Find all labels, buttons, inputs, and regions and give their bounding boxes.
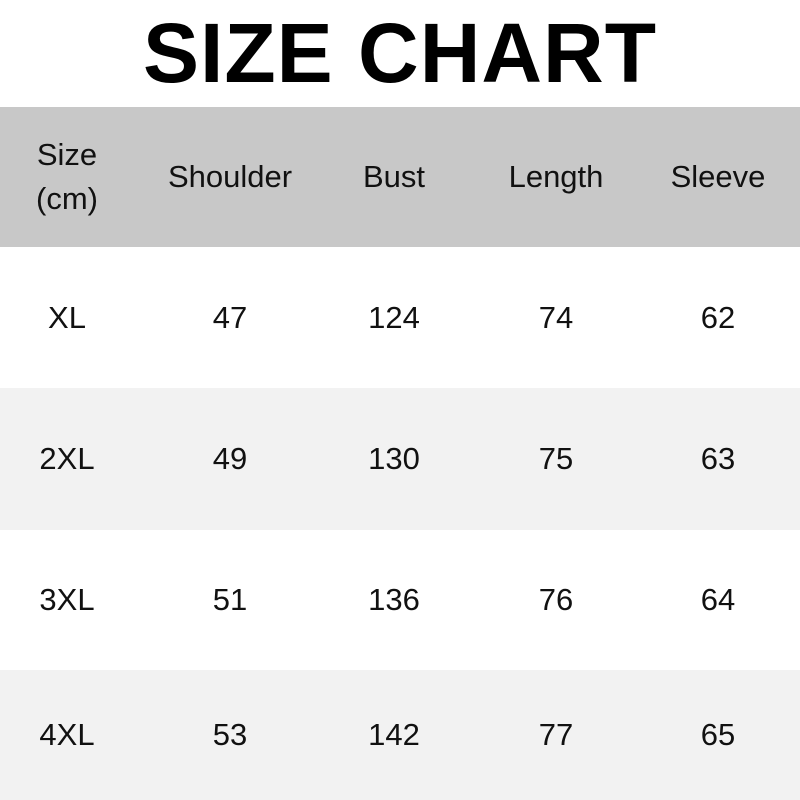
cell-shoulder: 53	[212, 717, 248, 752]
table-row: 4XL 53 142 77 65	[0, 670, 800, 800]
header-size-label: Size	[36, 137, 98, 172]
cell-shoulder: 51	[212, 582, 248, 617]
header-size: Size (cm)	[36, 133, 98, 221]
table-row: XL 47 124 74 62	[0, 247, 800, 388]
header-bust: Bust	[362, 159, 426, 194]
cell-size: 2XL	[39, 441, 95, 476]
table-row: 2XL 49 130 75 63	[0, 388, 800, 530]
cell-sleeve: 64	[700, 582, 736, 617]
cell-bust: 130	[368, 441, 420, 476]
header-length: Length	[508, 159, 604, 194]
cell-shoulder: 49	[212, 441, 248, 476]
cell-size: 4XL	[39, 717, 95, 752]
table-row: 3XL 51 136 76 64	[0, 530, 800, 670]
cell-bust: 136	[368, 582, 420, 617]
cell-shoulder: 47	[212, 299, 248, 335]
page-title: SIZE CHART	[143, 6, 657, 100]
cell-length: 74	[538, 299, 574, 335]
header-shoulder: Shoulder	[167, 159, 293, 194]
cell-length: 75	[538, 441, 574, 476]
cell-sleeve: 65	[700, 717, 736, 752]
cell-bust: 142	[368, 717, 420, 752]
cell-sleeve: 63	[700, 441, 736, 476]
table-header: Size (cm) Shoulder Bust Length Sleeve	[0, 107, 800, 247]
cell-sleeve: 62	[700, 299, 736, 335]
cell-bust: 124	[368, 299, 420, 335]
cell-length: 76	[538, 582, 574, 617]
cell-size: 3XL	[39, 582, 95, 617]
header-sleeve: Sleeve	[670, 159, 766, 194]
cell-size: XL	[48, 299, 86, 335]
header-size-unit: (cm)	[36, 181, 98, 216]
cell-length: 77	[538, 717, 574, 752]
